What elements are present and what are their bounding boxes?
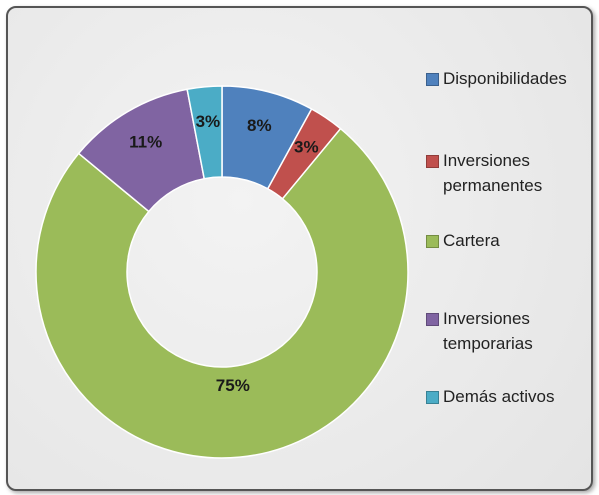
legend-swatch [426, 235, 439, 248]
data-label: 75% [216, 376, 250, 395]
legend-label: Inversiones permanentes [443, 151, 543, 195]
legend-item: Inversiones temporarias [426, 306, 591, 356]
legend-label: Demás activos [443, 387, 555, 406]
legend-label: Inversiones temporarias [443, 309, 533, 353]
legend-label: Cartera [443, 231, 500, 250]
legend-item: Cartera [426, 228, 591, 253]
data-label: 11% [129, 132, 162, 151]
donut-slice [186, 85, 223, 180]
legend-item: Inversiones permanentes [426, 148, 591, 198]
data-label: 8% [247, 116, 272, 135]
data-label: 3% [294, 137, 319, 156]
donut-slice [35, 127, 409, 459]
data-label: 3% [196, 112, 221, 131]
legend-item: Disponibilidades [426, 66, 591, 91]
legend-swatch [426, 155, 439, 168]
legend-label: Disponibilidades [443, 69, 567, 88]
legend-swatch [426, 73, 439, 86]
legend-swatch [426, 313, 439, 326]
legend-swatch [426, 391, 439, 404]
legend-item: Demás activos [426, 384, 591, 409]
